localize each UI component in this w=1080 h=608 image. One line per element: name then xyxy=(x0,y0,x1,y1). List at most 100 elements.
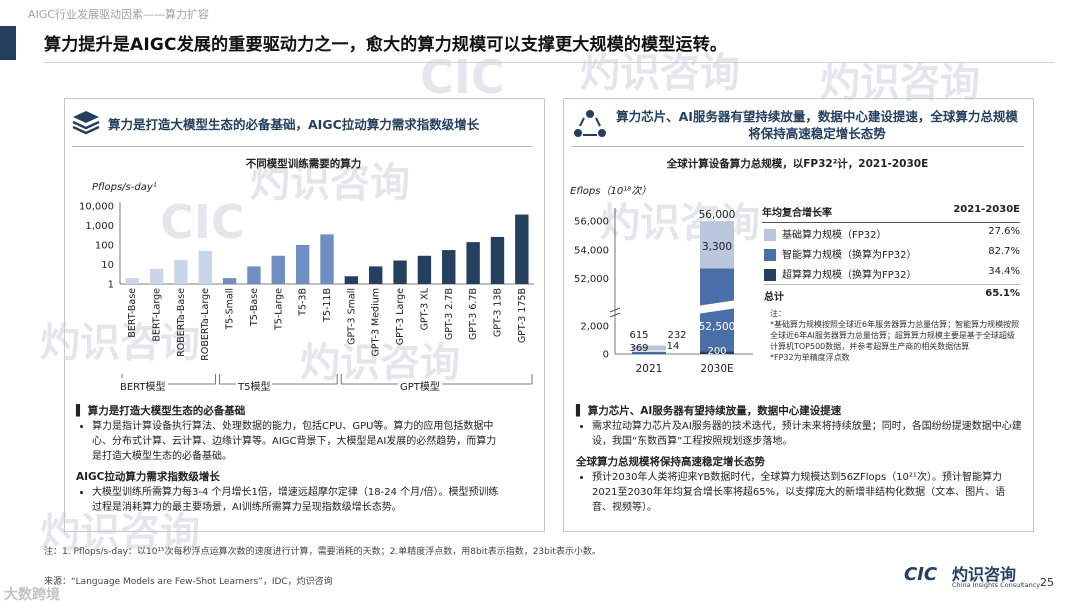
bar xyxy=(417,255,432,284)
left-panel xyxy=(64,98,545,532)
x-tick-label: 2021 xyxy=(636,363,663,375)
legend-swatch xyxy=(764,269,776,281)
footer-logo: CIC 灼识咨询 China Insights Consultancy xyxy=(904,560,1040,594)
left-chart-ylabel: Pflops/s-day¹ xyxy=(92,182,157,193)
y-tick-label: 56,000 xyxy=(574,217,609,228)
page-title: 算力提升是AIGC发展的重要驱动力之一，愈大的算力规模可以支撑更大规模的模型运转… xyxy=(44,35,728,55)
x-tick-label: BERT-Base xyxy=(127,288,138,338)
list-item: 预计2030年人类将迎来YB数据时代，全球算力规模达到56ZFlops（10²¹… xyxy=(592,470,1022,515)
logo-en: China Insights Consultancy xyxy=(952,581,1041,589)
bar xyxy=(174,260,188,284)
stack-icon xyxy=(70,108,102,138)
legend-row-intelligent: 智能算力规模（换算为FP32） 82.7% xyxy=(764,246,1020,261)
data-label: 200 xyxy=(707,346,726,357)
legend-row-basic: 基础算力规模（FP32） 27.6% xyxy=(764,226,1020,241)
stacked-bar-segment xyxy=(632,351,666,354)
bar xyxy=(466,242,480,284)
bar-break-gap xyxy=(697,300,737,314)
bar xyxy=(442,250,456,284)
bar xyxy=(247,266,261,284)
page-number: 25 xyxy=(1040,576,1054,589)
cagr-header-period: 2021-2030E xyxy=(953,204,1020,215)
x-tick-label: GPT-3 2.7B xyxy=(444,288,455,340)
group-label-t5: T5模型 xyxy=(236,378,273,393)
bar xyxy=(271,255,285,284)
right-chart-ylabel: Eflops（10¹⁸次） xyxy=(570,186,652,197)
left-bar-chart: 1 10 100 1,000 10,000 BERT-Base BERT-Large ROBE… xyxy=(79,202,534,385)
y-tick-label: 10 xyxy=(101,260,114,271)
y-tick-label: 1,000 xyxy=(85,221,114,232)
left-text-block: ▌ 算力是打造大模型生态的必备基础 算力是指计算设备执行算法、处理数据的能力，包… xyxy=(76,404,506,515)
list-item: 算力是指计算设备执行算法、处理数据的能力，包括CPU、GPU等。算力的应用包括数… xyxy=(92,419,506,464)
cycle-icon xyxy=(572,108,608,140)
breadcrumb: AIGC行业发展驱动因素——算力扩容 xyxy=(28,8,209,21)
list-item: 需求拉动算力芯片及AI服务器的技术迭代，预计未来将持续放量；同时，各国纷纷提速数… xyxy=(592,419,1022,449)
stacked-bar-segment xyxy=(700,221,734,269)
legend-row-total: 总计 65.1% xyxy=(764,284,1020,303)
right-section-1-heading: ▌ 算力芯片、AI服务器有望持续放量，数据中心建设提速 xyxy=(576,405,842,417)
cagr-value: 82.7% xyxy=(988,246,1020,257)
x-tick-label: GPT-3 Large xyxy=(395,288,406,345)
x-tick-label: T5-3B xyxy=(298,288,309,317)
x-tick-label: GPT-3 13B xyxy=(492,288,503,337)
x-tick-label: GPT-3 XL xyxy=(419,287,430,330)
cagr-value: 27.6% xyxy=(988,226,1020,237)
right-chart-title: 全球计算设备算力总规模，以FP32²计，2021-2030E xyxy=(666,158,929,170)
bar xyxy=(490,236,505,284)
footer-source: 来源：“Language Models are Few-Shot Learner… xyxy=(44,577,333,587)
x-tick-label: T5-Small xyxy=(225,288,236,331)
logo-cn: 灼识咨询 xyxy=(952,565,1017,584)
title-accent-bar xyxy=(0,26,16,60)
x-tick-label: GPT-3 6.7B xyxy=(468,288,479,340)
group-label-gpt: GPT模型 xyxy=(398,378,442,393)
left-section-1-heading: ▌ 算力是打造大模型生态的必备基础 xyxy=(76,405,246,417)
data-label: 3,300 xyxy=(702,241,732,253)
stacked-bar-segment xyxy=(700,351,734,354)
header-divider xyxy=(44,62,1054,63)
bar xyxy=(320,234,334,284)
list-item: 大模型训练所需算力每3-4 个月增长1倍，增速远超摩尔定律（18-24 个月/倍… xyxy=(92,485,506,515)
cagr-value: 34.4% xyxy=(988,266,1020,277)
x-tick-label: BERT-Large xyxy=(152,288,163,342)
left-section-2-heading: AIGC拉动算力需求指数级增长 xyxy=(76,471,220,483)
y-tick-label: 0 xyxy=(603,350,609,361)
y-tick-label: 54,000 xyxy=(574,245,609,256)
x-tick-label: T5-11B xyxy=(322,288,333,323)
bar xyxy=(344,276,359,284)
watermark: CIC xyxy=(420,50,505,104)
x-tick-label: GPT-3 175B xyxy=(517,288,528,343)
total-label: 56,000 xyxy=(699,209,736,221)
legend-swatch xyxy=(764,229,776,241)
bar xyxy=(125,278,139,284)
right-bar-chart: 0 2,000 52,000 54,000 56,000 2021 2030E 615 369 2… xyxy=(574,208,753,375)
y-tick-label: 2,000 xyxy=(580,322,609,333)
y-tick-label: 52,000 xyxy=(574,274,609,285)
x-tick-label: GPT-3 Small xyxy=(346,288,357,345)
right-panel xyxy=(563,98,1034,532)
x-tick-label: 2030E xyxy=(700,363,733,375)
footer-note: 注：1. Pflops/s-day：以10¹⁵次每秒浮点运算次数的速度进行计算，… xyxy=(44,547,601,557)
stacked-bar-segment xyxy=(632,345,666,351)
right-panel-divider xyxy=(572,146,1024,147)
x-tick-label: ROBERTa-Base xyxy=(176,288,187,357)
right-notes: 注： *基础算力规模按照全球近6年服务器算力总量估算；智能算力规模按照全球近6年… xyxy=(770,309,1020,362)
bar xyxy=(149,268,164,284)
left-panel-title: 算力是打造大模型生态的必备基础，AIGC拉动算力需求指数级增长 xyxy=(108,117,480,132)
left-chart-title: 不同模型训练需要的算力 xyxy=(245,158,362,170)
total-label: 615 xyxy=(629,330,648,341)
y-tick-label: 100 xyxy=(95,241,114,252)
bar xyxy=(222,278,237,284)
x-tick-label: T5-Large xyxy=(273,288,284,331)
y-tick-label: 1 xyxy=(108,280,114,291)
right-panel-title: 算力芯片、AI服务器有望持续放量，数据中心建设提速，全球算力总规模将保持高速稳定… xyxy=(616,109,1018,141)
data-label: 14 xyxy=(667,341,680,352)
data-label: 52,500 xyxy=(699,321,736,333)
data-label: 369 xyxy=(629,343,648,354)
legend-swatch xyxy=(764,249,776,261)
bar xyxy=(198,250,212,284)
corner-mark: 大数跨境 xyxy=(4,587,60,603)
bar xyxy=(369,266,383,284)
right-text-block: ▌ 算力芯片、AI服务器有望持续放量，数据中心建设提速 需求拉动算力芯片及AI服… xyxy=(576,404,1022,515)
group-bracket xyxy=(219,374,338,385)
left-panel-divider xyxy=(72,146,532,147)
